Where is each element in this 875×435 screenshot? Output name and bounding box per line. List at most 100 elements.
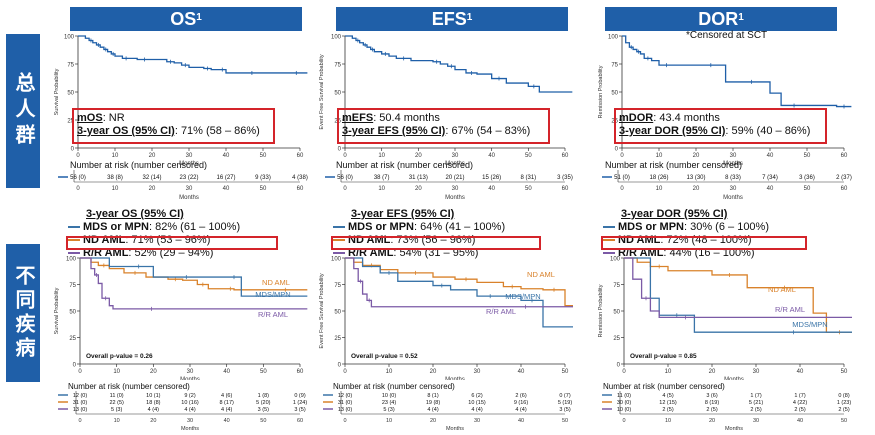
- efs-by-disease-chart: 0 25 50 75 100 0 10 20 30 40 50 Months Event Free Su…: [319, 257, 573, 380]
- x-tick-label: 60: [841, 153, 848, 159]
- risk-value: 38 (7): [374, 175, 390, 181]
- dor-disease-risk-table: 11 (0) 4 (5) 3 (6) 1 (7) 1 (7) 0 (8) 30 (0) 12 …: [602, 391, 852, 432]
- series-label: MDS/MPN: [505, 292, 540, 301]
- risk-value: 4 (6): [221, 393, 232, 399]
- efs-disease-risk-table: 12 (0) 10 (0) 8 (1) 6 (2) 2 (6) 0 (7) 31 (0) 23…: [323, 391, 572, 432]
- sidebar-label: 总人群: [12, 72, 34, 150]
- x-tick-label: 20: [709, 369, 716, 375]
- y-tick-label: 75: [611, 63, 618, 69]
- x-tick-label: 30: [730, 153, 737, 159]
- risk-value: 2 (5): [794, 407, 805, 413]
- p-value: Overall p-value = 0.52: [351, 353, 418, 360]
- risk-value: 3 (5): [294, 407, 305, 413]
- os-summary-box: [72, 108, 275, 144]
- risk-value: 3 (6): [706, 393, 717, 399]
- risk-value: 6 (2): [471, 393, 482, 399]
- risk-value: 22 (5): [109, 400, 124, 406]
- risk-value: 56 (0): [337, 175, 353, 181]
- y-tick-label: 75: [334, 283, 341, 289]
- x-axis-label: Months: [723, 161, 743, 165]
- x-tick-label: 30: [753, 369, 760, 375]
- risk-value: 18 (8): [146, 400, 161, 406]
- risk-value: 4 (5): [662, 393, 673, 399]
- risk-tick-label: 30: [753, 418, 759, 424]
- dor-disease-summary: 3-year DOR (95% CI) MDS or MPN: 30% (6 –…: [603, 208, 769, 260]
- risk-value: 4 (4): [427, 407, 438, 413]
- risk-value: 1 (7): [794, 393, 805, 399]
- risk-tick-label: 0: [622, 418, 625, 424]
- risk-value: 10 (16): [181, 400, 199, 406]
- efs-risk-title: Number at risk (number censored): [336, 160, 474, 170]
- dor-risk-table: 51 (0) 0 18 (26) 10 13 (30) 20 8 (33) 30 7 (34) 4…: [602, 170, 852, 201]
- risk-value: 11 (0): [617, 393, 631, 399]
- risk-value: 3 (5): [559, 407, 570, 413]
- sidebar-label: 不同疾病: [12, 265, 34, 361]
- x-tick-label: 20: [693, 153, 700, 159]
- p-value: Overall p-value = 0.85: [630, 353, 697, 360]
- risk-value: 0 (7): [559, 393, 570, 399]
- os-rr-highlight: [66, 236, 278, 250]
- series-label: R/R AML: [486, 307, 516, 316]
- risk-tick-label: 40: [518, 418, 524, 424]
- risk-tick-label: 20: [693, 186, 700, 192]
- risk-value: 2 (37): [836, 175, 852, 181]
- risk-value: 56 (0): [70, 175, 86, 181]
- risk-value: 23 (22): [179, 175, 198, 181]
- risk-value: 1 (23): [837, 400, 852, 406]
- risk-value: 51 (0): [614, 175, 630, 181]
- risk-tick-label: 60: [297, 186, 304, 192]
- risk-value: 23 (4): [382, 400, 397, 406]
- risk-value: 10 (1): [146, 393, 161, 399]
- risk-value: 20 (21): [445, 175, 464, 181]
- y-tick-label: 100: [66, 257, 77, 263]
- km-curve: [78, 35, 308, 74]
- risk-value: 5 (21): [749, 400, 764, 406]
- km-curve: [622, 35, 852, 108]
- y-tick-label: 25: [613, 336, 620, 342]
- km-curve: [345, 35, 573, 93]
- y-tick-label: 100: [331, 35, 342, 41]
- risk-value: 2 (5): [662, 407, 673, 413]
- header-efs: EFS 1: [336, 7, 568, 31]
- risk-value: 2 (5): [750, 407, 761, 413]
- y-tick-label: 50: [611, 91, 618, 97]
- y-tick-label: 0: [73, 363, 77, 369]
- header-dor: DOR 1: [605, 7, 837, 31]
- x-tick-label: 50: [260, 369, 267, 375]
- km-curve: [80, 257, 308, 291]
- risk-value: 1 (24): [293, 400, 308, 406]
- y-tick-label: 50: [67, 91, 74, 97]
- x-tick-label: 10: [113, 369, 120, 375]
- y-tick-label: 0: [338, 363, 342, 369]
- os-by-disease-chart: 0 25 50 75 100 0 10 20 30 40 50 60 Months Survival Pr…: [54, 257, 308, 380]
- series-label: R/R AML: [775, 305, 805, 314]
- risk-axis-label: Months: [723, 195, 743, 201]
- x-tick-label: 10: [656, 153, 663, 159]
- x-tick-label: 50: [804, 153, 811, 159]
- km-curve: [624, 257, 852, 333]
- x-tick-label: 0: [620, 153, 624, 159]
- os-summary: mOS: NR 3-year OS (95% CI): 71% (58 – 86…: [77, 112, 260, 137]
- risk-tick-label: 40: [767, 186, 774, 192]
- y-tick-label: 50: [613, 310, 620, 316]
- risk-tick-label: 60: [297, 418, 303, 424]
- risk-value: 31 (13): [409, 175, 428, 181]
- risk-value: 12 (0): [338, 393, 353, 399]
- efs-disease-risk-title: Number at risk (number censored): [333, 382, 455, 391]
- y-tick-label: 0: [617, 363, 621, 369]
- risk-value: 4 (4): [184, 407, 195, 413]
- risk-tick-label: 50: [260, 418, 266, 424]
- risk-value: 8 (1): [427, 393, 438, 399]
- risk-value: 4 (38): [292, 175, 308, 181]
- x-tick-label: 30: [187, 369, 194, 375]
- series-label: ND AML: [262, 278, 290, 287]
- x-tick-label: 50: [525, 153, 532, 159]
- dor-risk-title: Number at risk (number censored): [605, 160, 743, 170]
- efs-risk-table: 56 (0) 0 38 (7) 10 31 (13) 20 20 (21) 30 15 (26)…: [325, 170, 573, 201]
- risk-value: 4 (4): [515, 407, 526, 413]
- y-tick-label: 25: [334, 336, 341, 342]
- sidebar-overall-population: 总人群: [6, 34, 40, 188]
- os-risk-title: Number at risk (number censored): [70, 160, 208, 170]
- risk-value: 7 (34): [762, 175, 778, 181]
